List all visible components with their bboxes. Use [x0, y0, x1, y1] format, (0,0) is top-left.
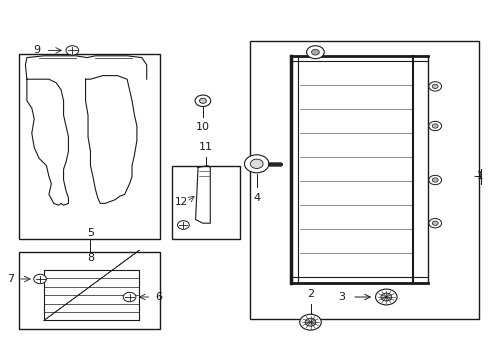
- Circle shape: [305, 318, 315, 326]
- Text: 2: 2: [306, 289, 313, 299]
- Circle shape: [34, 274, 46, 284]
- Circle shape: [244, 155, 268, 173]
- Bar: [172, 166, 239, 239]
- Text: 8: 8: [87, 253, 94, 263]
- Circle shape: [311, 49, 319, 55]
- Circle shape: [431, 178, 437, 182]
- Circle shape: [431, 221, 437, 225]
- Circle shape: [306, 46, 324, 59]
- Text: 12: 12: [174, 197, 187, 207]
- Text: 9: 9: [33, 45, 41, 55]
- Text: 4: 4: [253, 193, 260, 203]
- Circle shape: [195, 95, 210, 107]
- Circle shape: [431, 124, 437, 128]
- Circle shape: [431, 84, 437, 89]
- Circle shape: [177, 221, 189, 229]
- Circle shape: [66, 46, 79, 55]
- Bar: [19, 54, 160, 239]
- Circle shape: [123, 292, 136, 302]
- Text: 7: 7: [7, 274, 15, 284]
- Text: -1: -1: [473, 171, 483, 181]
- Circle shape: [199, 98, 206, 103]
- Circle shape: [428, 219, 441, 228]
- Bar: [250, 41, 478, 319]
- Text: 5: 5: [87, 228, 94, 238]
- Circle shape: [375, 289, 396, 305]
- Text: 10: 10: [196, 122, 209, 132]
- Bar: [19, 252, 160, 329]
- Circle shape: [428, 175, 441, 185]
- Text: 11: 11: [199, 142, 212, 152]
- Circle shape: [428, 82, 441, 91]
- Text: 6: 6: [155, 292, 162, 302]
- Circle shape: [380, 293, 391, 301]
- Text: 3: 3: [337, 292, 344, 302]
- Circle shape: [250, 159, 263, 168]
- Circle shape: [428, 121, 441, 131]
- Circle shape: [299, 314, 321, 330]
